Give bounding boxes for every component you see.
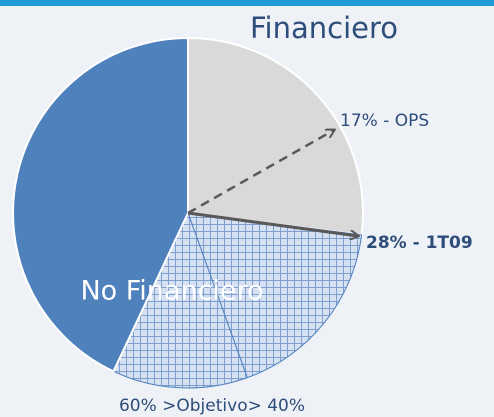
pie-slice xyxy=(187,36,364,237)
solid-arrow xyxy=(187,211,358,236)
pie-slice xyxy=(187,212,363,379)
top-bar xyxy=(0,0,494,6)
annotation: 17% - OPS xyxy=(340,111,429,131)
annotation: 28% - 1T09 xyxy=(366,233,473,253)
slice-label: Financiero xyxy=(250,11,398,45)
slice-label: No Financiero xyxy=(80,276,263,307)
dashed-arrow xyxy=(187,130,334,215)
pie-slice xyxy=(112,211,248,389)
pie-slice xyxy=(12,36,189,373)
annotation: 60% >Objetivo> 40% xyxy=(119,396,305,416)
